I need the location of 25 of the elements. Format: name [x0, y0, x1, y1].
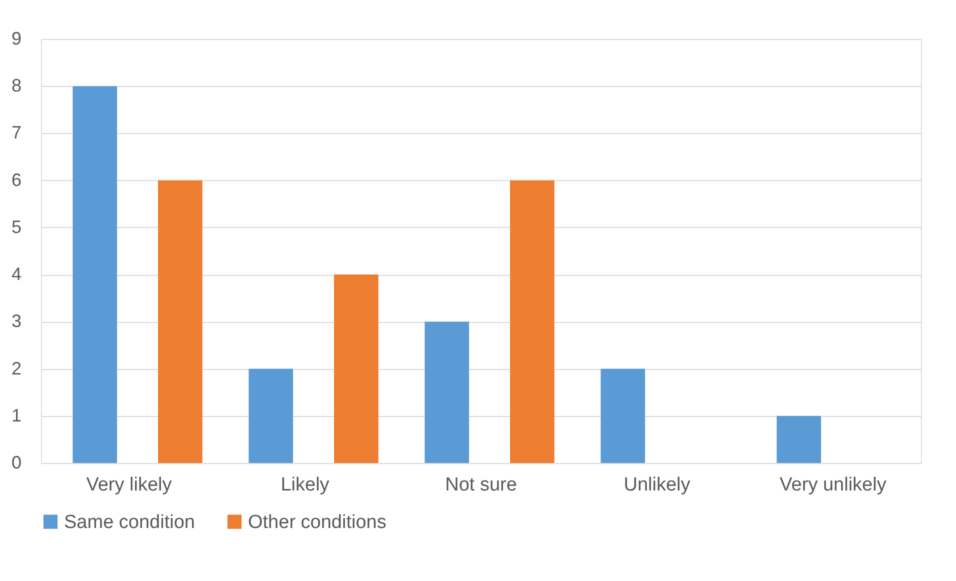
x-tick-label: Not sure	[445, 474, 517, 496]
y-tick-label: 2	[11, 358, 22, 378]
y-tick-label: 0	[11, 452, 22, 472]
y-tick-label: 9	[11, 28, 22, 48]
y-tick-label: 5	[11, 216, 22, 237]
legend-label: Same condition	[64, 512, 195, 533]
x-tick-label: Likely	[280, 474, 330, 496]
x-tick-label: Very unlikely	[780, 474, 887, 496]
y-tick-label: 8	[11, 76, 22, 96]
bar	[424, 322, 470, 463]
legend-label: Other conditions	[248, 512, 386, 533]
y-tick-label: 7	[11, 122, 22, 143]
x-tick-label: Very likely	[86, 474, 172, 496]
bar	[776, 416, 822, 463]
y-tick-label: 4	[11, 264, 22, 284]
bar	[248, 368, 294, 463]
bar	[158, 180, 202, 463]
bar	[510, 180, 554, 463]
bar	[600, 368, 646, 463]
y-tick-label: 6	[11, 170, 22, 190]
bar	[72, 86, 118, 463]
y-tick-label: 1	[11, 405, 22, 426]
y-tick-label: 3	[11, 311, 22, 332]
bar	[334, 274, 378, 463]
x-tick-label: Unlikely	[624, 474, 691, 496]
